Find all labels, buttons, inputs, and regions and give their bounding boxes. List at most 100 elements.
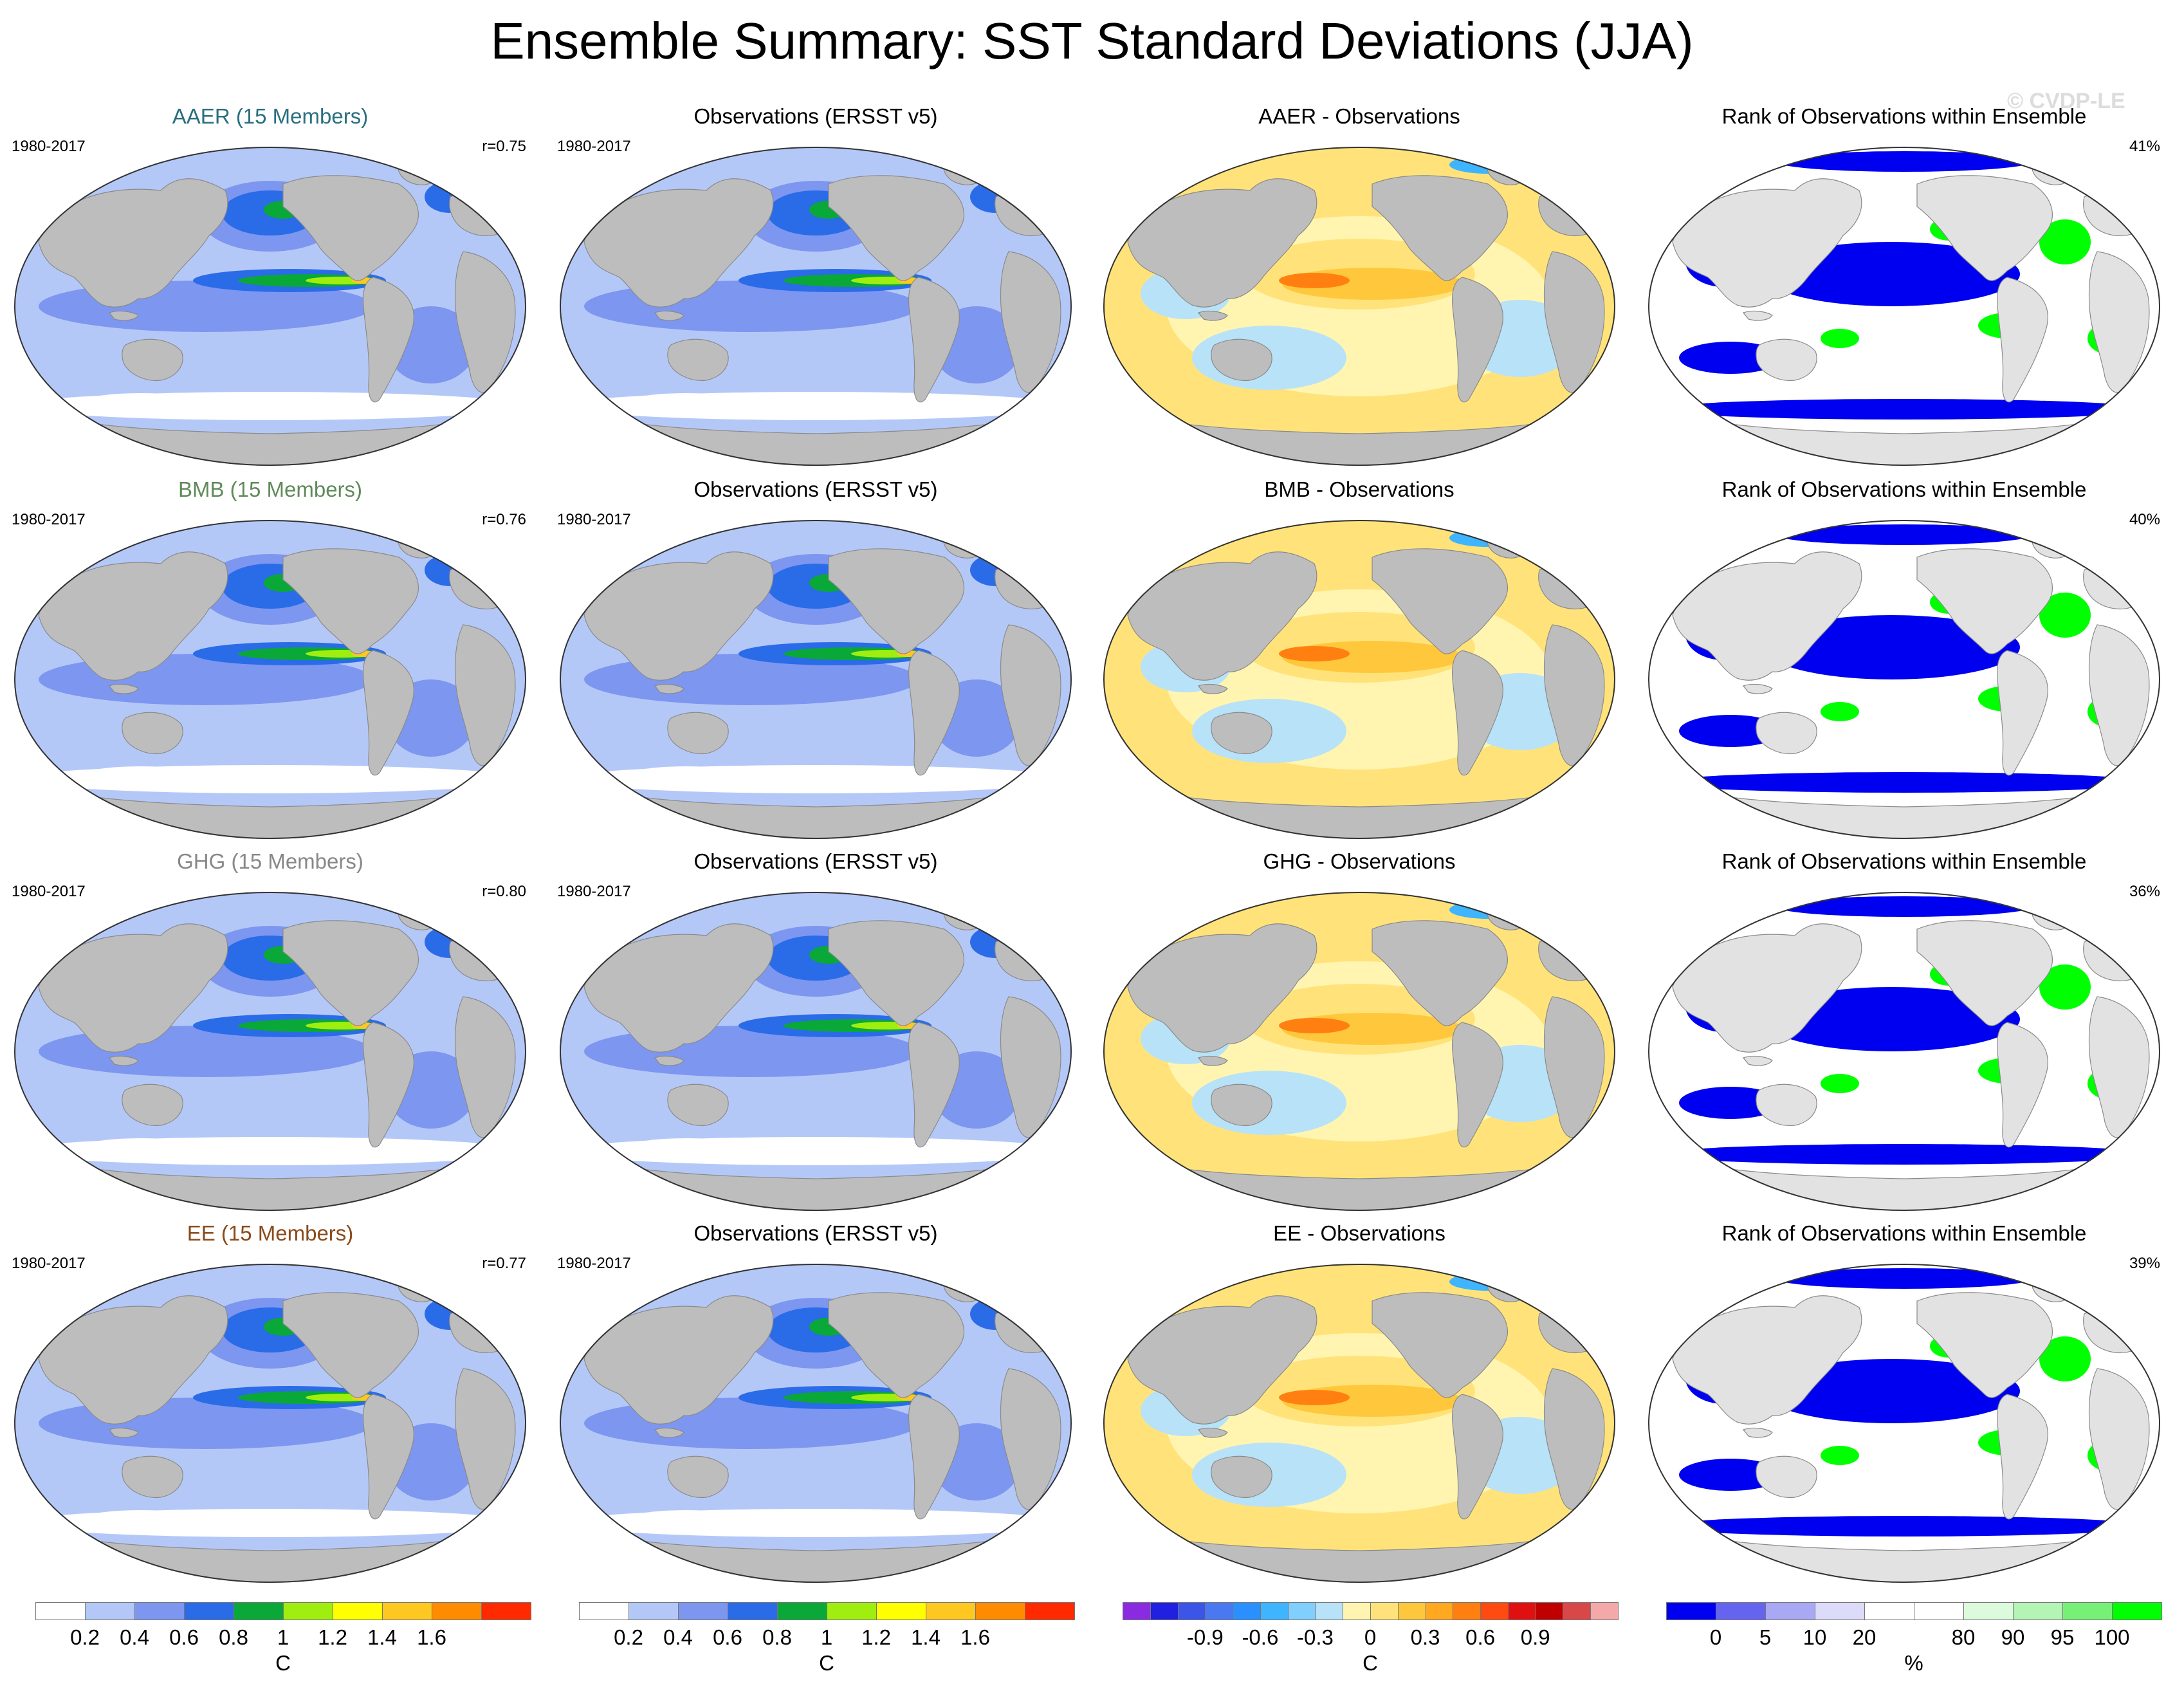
rank-high-atlantic <box>2039 593 2091 638</box>
positive-peak-west-pacific <box>1279 273 1350 288</box>
land-indonesia <box>108 1055 139 1066</box>
land-australia <box>1756 338 1817 382</box>
colorbar-tick-label: 5 <box>1759 1625 1772 1649</box>
land-africa <box>2088 251 2150 393</box>
land-australia <box>122 1455 183 1499</box>
colorbar-box <box>728 1602 778 1620</box>
land-indonesia <box>1197 310 1228 321</box>
north-atlantic-positive <box>1533 165 1559 178</box>
panel-title: AAER - Observations <box>1258 104 1460 128</box>
land-asia <box>1672 551 1862 681</box>
rank-low-southern-ocean <box>1660 1516 2149 1537</box>
panel-rank: Rank of Observations within Ensemble 36% <box>1634 849 2174 1235</box>
land-australia <box>122 712 183 755</box>
robinson-map <box>560 147 1072 466</box>
panel-obs: Observations (ERSST v5) 1980-2017 <box>546 1221 1086 1607</box>
colorbar-box <box>283 1602 333 1620</box>
colorbar-tick-label: 0.6 <box>169 1625 199 1649</box>
land-namerica <box>1916 548 2053 654</box>
colorbar-tick-label: 0.6 <box>1465 1625 1496 1649</box>
robinson-map <box>1648 1264 2160 1583</box>
colorbar-box <box>85 1602 135 1620</box>
land-samerica <box>908 277 960 403</box>
panel-title: Rank of Observations within Ensemble <box>1721 1221 2087 1245</box>
rank-low-pacific <box>1763 615 2020 679</box>
land-namerica <box>1916 175 2053 281</box>
panel-diff: GHG - Observations <box>1089 849 1629 1235</box>
land-samerica <box>362 650 414 776</box>
land-asia <box>1127 1295 1317 1425</box>
land-namerica <box>282 1292 419 1398</box>
colorbar-box <box>926 1602 976 1620</box>
land-asia <box>1672 178 1862 308</box>
panel-title: Rank of Observations within Ensemble <box>1721 477 2087 501</box>
panel-title: Observations (ERSST v5) <box>693 1221 938 1245</box>
land-samerica <box>1451 277 1503 403</box>
land-samerica <box>1451 650 1503 776</box>
southern-ocean-low-variability <box>90 1138 193 1151</box>
panel-obs: Observations (ERSST v5) 1980-2017 <box>546 104 1086 490</box>
land-namerica <box>282 548 419 654</box>
colorbar-box <box>1535 1602 1564 1620</box>
land-africa <box>454 996 516 1138</box>
map-outline <box>1648 520 2160 839</box>
copyright-watermark: © CVDP-LE <box>2007 89 2125 113</box>
southern-ocean-low-variability <box>636 1138 739 1151</box>
land-indonesia <box>1197 683 1228 694</box>
colorbar-tick-label: 1 <box>820 1625 833 1649</box>
rank-low-south-indian <box>1679 1087 1782 1119</box>
colorbar-box <box>1205 1602 1234 1620</box>
rank-high-indian <box>1821 329 1859 348</box>
southern-ocean-low-variability <box>90 1510 193 1523</box>
rank-low-southern-ocean <box>1660 399 2149 420</box>
rank-low-south-indian <box>1679 342 1782 374</box>
panel-title: Observations (ERSST v5) <box>693 849 938 873</box>
colorbar-box <box>134 1602 185 1620</box>
land-samerica <box>362 1394 414 1520</box>
panel-model: GHG (15 Members) 1980-2017 r=0.80 <box>0 849 540 1235</box>
colorbar-box <box>1666 1602 1716 1620</box>
land-indonesia <box>1197 1055 1228 1066</box>
rank-low-south-indian <box>1679 715 1782 747</box>
land-indonesia <box>654 683 684 694</box>
colorbar-tick-label: 0.2 <box>70 1625 100 1649</box>
colorbar-box <box>1765 1602 1815 1620</box>
land-australia <box>667 1455 729 1499</box>
southern-ocean-low-variability <box>565 1509 1067 1537</box>
land-asia <box>1127 178 1317 308</box>
positive-peak-west-pacific <box>1279 1018 1350 1033</box>
map-outline <box>560 892 1072 1211</box>
southern-ocean-positive-ring <box>1115 770 1604 788</box>
land-asia <box>1127 551 1317 681</box>
southern-ocean-low-variability <box>565 1137 1067 1165</box>
colorbar-box <box>184 1602 234 1620</box>
land-asia <box>583 923 774 1053</box>
panel-diff: BMB - Observations <box>1089 477 1629 863</box>
colorbar-box <box>1716 1602 1766 1620</box>
rank-high-indian <box>1821 1446 1859 1465</box>
land-australia <box>1211 1084 1272 1127</box>
land-asia <box>1672 923 1862 1053</box>
colorbar-tick-label: 0 <box>1364 1625 1377 1649</box>
land-africa <box>2088 1368 2150 1510</box>
land-australia <box>1756 1455 1817 1499</box>
land-africa <box>2088 624 2150 766</box>
southern-ocean-low-variability <box>19 1509 521 1537</box>
rank-high-atlantic <box>2039 1336 2091 1381</box>
rank-low-southern-ocean <box>1660 772 2149 793</box>
colorbar-tick-label: 0.3 <box>1410 1625 1440 1649</box>
period-label: 1980-2017 <box>12 883 86 900</box>
land-indonesia <box>654 310 684 321</box>
robinson-map <box>1648 892 2160 1211</box>
period-label: 1980-2017 <box>557 883 631 900</box>
land-africa <box>1543 251 1605 393</box>
land-asia <box>38 178 228 308</box>
robinson-map <box>1103 892 1615 1211</box>
land-australia <box>1756 712 1817 755</box>
north-atlantic-positive <box>1533 538 1559 551</box>
land-africa <box>454 624 516 766</box>
southern-ocean-low-variability <box>565 765 1067 793</box>
land-indonesia <box>108 310 139 321</box>
pattern-correlation: r=0.75 <box>482 138 526 155</box>
land-namerica <box>282 920 419 1026</box>
